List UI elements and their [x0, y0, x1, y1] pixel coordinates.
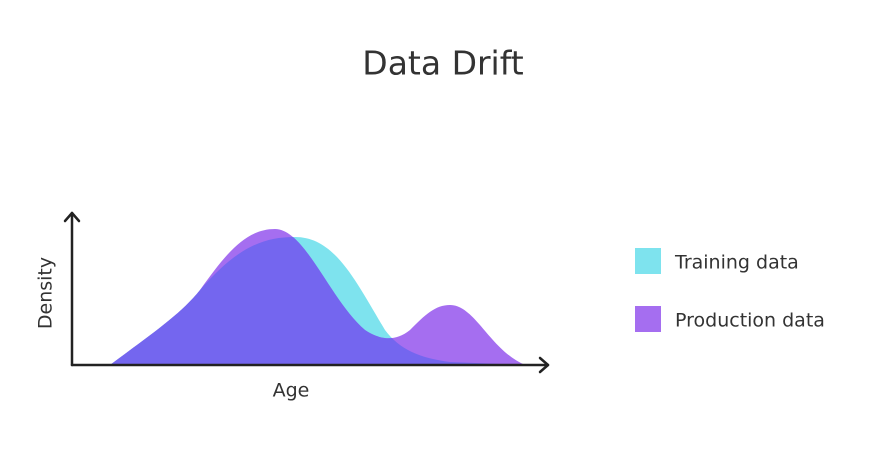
y-arrow	[63, 211, 81, 223]
title: Data Drift	[362, 44, 523, 83]
legend-label: Production data	[675, 310, 825, 332]
axes	[63, 211, 550, 374]
x-arrow	[538, 356, 550, 374]
legend-label: Training data	[674, 252, 799, 274]
legend-swatch	[635, 306, 661, 332]
legend-swatch	[635, 248, 661, 274]
y-axis-label: Density	[35, 257, 57, 329]
x-axis-label: Age	[273, 380, 310, 402]
